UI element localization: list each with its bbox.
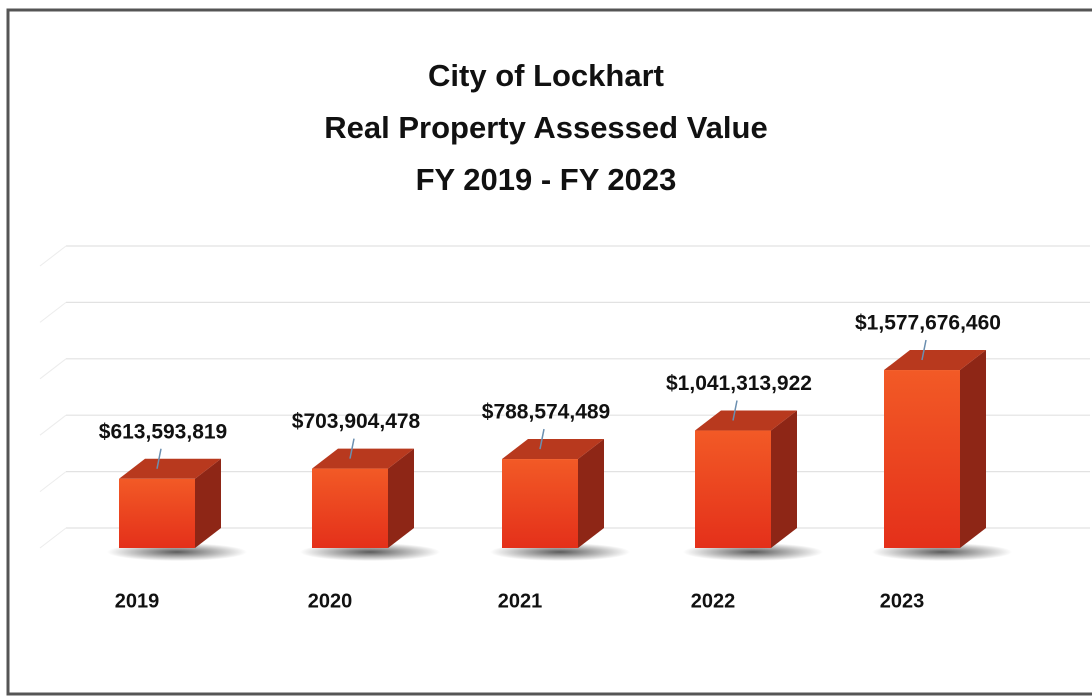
chart-title: City of Lockhart Real Property Assessed … xyxy=(324,58,767,197)
bar-top xyxy=(502,439,604,460)
bar-side xyxy=(195,458,221,548)
bar xyxy=(502,459,578,548)
bar-side xyxy=(388,448,414,548)
bar-top xyxy=(312,448,414,469)
grid-side xyxy=(39,471,67,492)
leader-line xyxy=(156,448,162,469)
data-label: $788,574,489 xyxy=(482,401,610,424)
title-line: Real Property Assessed Value xyxy=(324,110,767,145)
bar-side xyxy=(578,439,604,548)
bar-top xyxy=(695,410,797,431)
grid-side xyxy=(39,302,67,323)
bar xyxy=(312,468,388,548)
bar xyxy=(695,430,771,548)
data-label: $1,041,313,922 xyxy=(666,372,812,395)
title-line: FY 2019 - FY 2023 xyxy=(416,162,677,197)
leader-line xyxy=(921,339,927,361)
bar-top xyxy=(119,458,221,479)
grid-side xyxy=(39,245,67,267)
bar xyxy=(119,478,195,548)
title-line: City of Lockhart xyxy=(428,58,664,93)
data-label: $703,904,478 xyxy=(292,410,421,433)
grid-side xyxy=(39,527,67,549)
bar-top xyxy=(884,350,986,371)
x-tick-label: 2022 xyxy=(691,590,736,612)
grid-side xyxy=(39,414,67,436)
bar-side xyxy=(960,350,986,548)
data-label: $1,577,676,460 xyxy=(855,312,1001,335)
x-tick-label: 2023 xyxy=(880,590,925,612)
grid-side xyxy=(39,358,67,380)
leader-line xyxy=(539,428,545,450)
bar xyxy=(884,370,960,548)
x-tick-label: 2021 xyxy=(498,590,543,612)
bar-side xyxy=(771,410,797,548)
x-tick-label: 2020 xyxy=(308,590,353,612)
leader-line xyxy=(349,438,355,459)
data-label: $613,593,819 xyxy=(99,420,227,443)
leader-line xyxy=(732,400,738,421)
x-tick-label: 2019 xyxy=(115,590,160,612)
